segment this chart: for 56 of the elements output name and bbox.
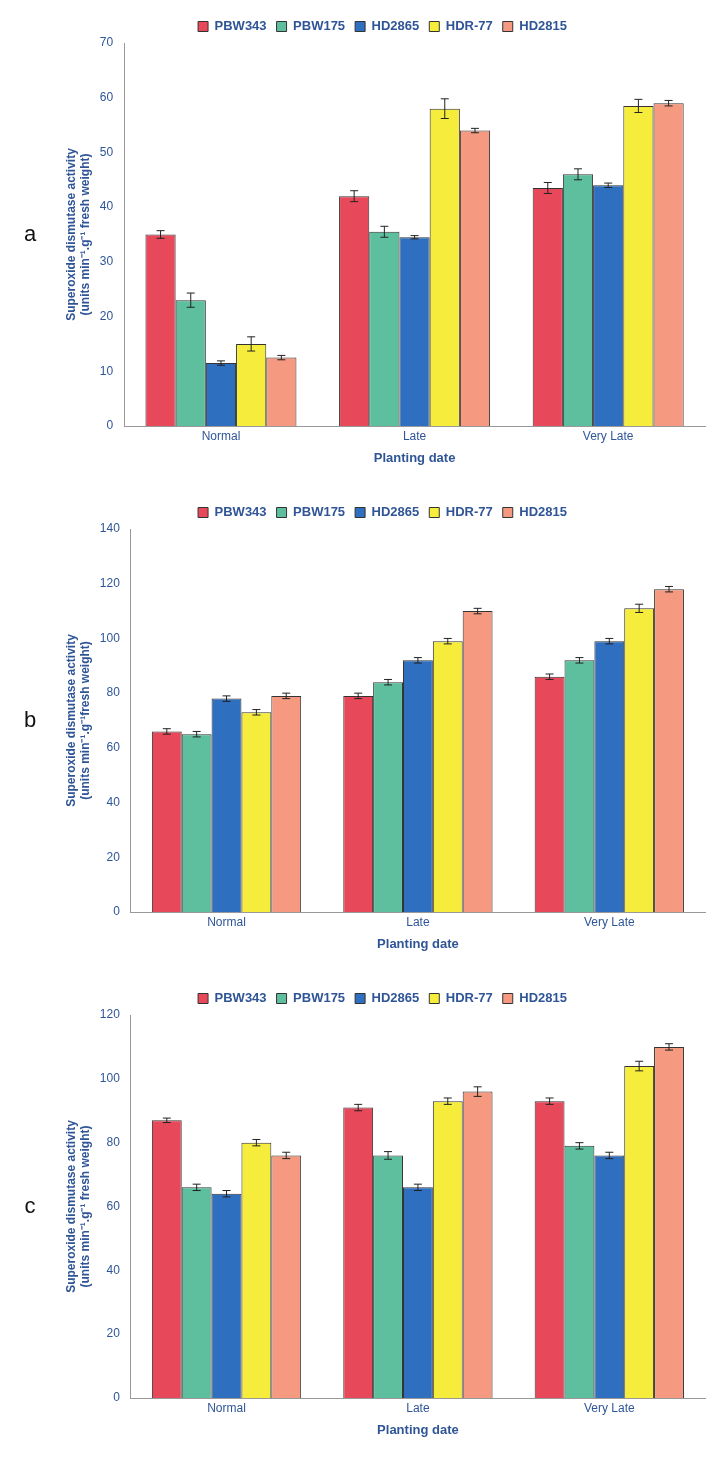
legend-label: PBW343	[214, 990, 267, 1006]
y-tick-label: 50	[99, 144, 114, 159]
x-axis-title: Planting date	[373, 449, 456, 465]
y-tick-label: 140	[99, 521, 121, 536]
y-tick-label: 20	[106, 849, 121, 864]
y-tick-label: 100	[99, 1071, 121, 1086]
y-tick-label: 60	[99, 90, 114, 105]
legend-label: HDR-77	[445, 504, 493, 520]
legend-label: PBW175	[293, 18, 346, 34]
x-tick-label: Normal	[207, 1400, 246, 1415]
y-axis-title: Superoxide dismutase activity (units min⁻¹.g⁻¹fresh weight)	[63, 633, 92, 807]
text: c	[24, 1192, 36, 1218]
legend-label: PBW175	[293, 504, 346, 520]
y-tick-label: 40	[99, 199, 114, 214]
y-tick-label: 40	[106, 794, 121, 809]
y-tick-label: 60	[106, 740, 121, 755]
y-axis-title: Superoxide dismutase activity (units min⁻¹.g⁻¹ fresh weight)	[63, 1119, 92, 1293]
y-tick-label: 70	[99, 35, 114, 50]
x-tick-label: Very Late	[582, 428, 634, 443]
legend-label: PBW175	[293, 990, 346, 1006]
x-tick-label: Normal	[207, 914, 246, 929]
x-tick-label: Late	[406, 914, 430, 929]
legend-label: HD2815	[519, 18, 567, 34]
y-tick-label: 20	[99, 308, 114, 323]
x-axis-title: Planting date	[377, 935, 459, 951]
legend-label: HDR-77	[445, 18, 493, 34]
y-tick-label: 120	[99, 1007, 121, 1022]
legend-label: HD2815	[519, 504, 567, 520]
y-tick-label: 20	[106, 1326, 121, 1341]
legend-label: HDR-77	[445, 990, 493, 1006]
y-tick-label: 80	[106, 1134, 121, 1149]
legend-label: HD2865	[371, 990, 420, 1006]
y-tick-label: 120	[99, 576, 121, 591]
y-axis-title: Superoxide dismutase activity (units min⁻¹.g⁻¹ fresh weight)	[63, 147, 92, 321]
legend-label: HD2815	[519, 990, 567, 1006]
x-tick-label: Very Late	[583, 914, 635, 929]
y-tick-label: 0	[106, 418, 114, 433]
legend-label: HD2865	[371, 504, 420, 520]
y-tick-label: 100	[99, 630, 121, 645]
x-tick-label: Late	[402, 428, 427, 443]
x-tick-label: Normal	[201, 428, 241, 443]
y-tick-label: 40	[106, 1262, 121, 1277]
y-tick-label: 30	[99, 254, 114, 269]
legend-label: PBW343	[214, 18, 267, 34]
x-axis-title: Planting date	[377, 1421, 459, 1437]
text: a	[23, 220, 37, 246]
legend-label: HD2865	[371, 18, 420, 34]
x-tick-label: Very Late	[583, 1400, 635, 1415]
y-tick-label: 0	[113, 904, 121, 919]
y-tick-label: 10	[99, 363, 114, 378]
y-tick-label: 60	[106, 1198, 121, 1213]
x-tick-label: Late	[406, 1400, 430, 1415]
y-tick-label: 80	[106, 685, 121, 700]
y-tick-label: 0	[113, 1390, 121, 1405]
legend-label: PBW343	[214, 504, 267, 520]
text: b	[23, 706, 37, 732]
